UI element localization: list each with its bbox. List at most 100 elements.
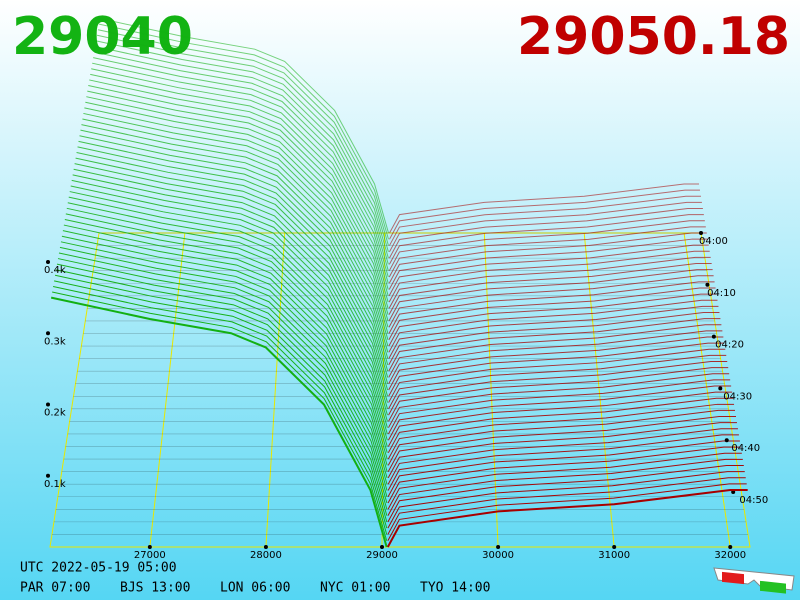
depth-history bbox=[388, 250, 710, 303]
depth-history bbox=[387, 458, 743, 516]
depth-history bbox=[94, 51, 389, 271]
depth-history bbox=[88, 85, 389, 309]
zone-time: TYO 14:00 bbox=[420, 581, 490, 596]
tick-mark bbox=[263, 545, 268, 549]
depth-history bbox=[95, 45, 389, 265]
depth-history bbox=[78, 140, 389, 372]
y-tick-mark bbox=[46, 402, 50, 407]
depth-history bbox=[389, 183, 700, 234]
depth-history bbox=[389, 189, 700, 240]
depth-history bbox=[73, 168, 388, 403]
x-tick-label: 27000 bbox=[134, 550, 166, 561]
depth-history bbox=[66, 207, 388, 447]
depth-history bbox=[53, 285, 388, 535]
depth-history bbox=[87, 90, 389, 315]
depth-history bbox=[76, 152, 389, 384]
depth-history bbox=[86, 96, 389, 322]
depth-history bbox=[388, 348, 726, 403]
depth-history bbox=[53, 280, 388, 529]
depth-history bbox=[96, 34, 389, 252]
depth-history bbox=[387, 428, 738, 485]
depth-history bbox=[388, 342, 725, 397]
ask-price: 29050.18 bbox=[517, 7, 790, 67]
depth-history bbox=[387, 397, 734, 454]
depth-history bbox=[82, 118, 389, 347]
tick-mark bbox=[147, 545, 152, 549]
depth-history bbox=[387, 471, 745, 529]
y-tick-label: 0.4k bbox=[44, 265, 66, 276]
zone-time: PAR 07:00 bbox=[20, 581, 90, 596]
depth-history bbox=[63, 224, 388, 466]
depth-history bbox=[387, 391, 733, 447]
grid-line bbox=[583, 232, 615, 548]
time-tick-mark bbox=[731, 490, 736, 495]
x-tick-label: 29000 bbox=[366, 550, 398, 561]
depth-history bbox=[83, 112, 389, 340]
depth-history bbox=[52, 291, 388, 541]
depth-history bbox=[388, 299, 718, 353]
depth-history bbox=[387, 483, 747, 541]
depth-history bbox=[388, 312, 720, 366]
depth-history bbox=[388, 373, 730, 428]
depth-history bbox=[387, 465, 744, 523]
depth-history bbox=[388, 263, 712, 315]
tick-mark bbox=[380, 545, 385, 549]
depth-history bbox=[99, 18, 389, 234]
depth-history bbox=[388, 305, 719, 359]
depth-history bbox=[388, 207, 703, 259]
grid-line bbox=[265, 232, 286, 548]
depth-history bbox=[388, 214, 704, 265]
time-zones: PAR 07:00 BJS 13:00 LON 06:00 NYC 01:00 TYO … bbox=[20, 581, 490, 596]
depth-history bbox=[387, 416, 736, 472]
depth-history bbox=[388, 226, 706, 278]
depth-history bbox=[388, 232, 707, 284]
grid-line bbox=[149, 232, 186, 548]
depth-history bbox=[388, 336, 724, 391]
depth-history bbox=[387, 422, 737, 479]
depth-history bbox=[95, 40, 389, 259]
depth-history bbox=[387, 379, 731, 435]
depth-history bbox=[65, 213, 388, 453]
time-tick-label: 04:30 bbox=[723, 391, 752, 402]
depth-history bbox=[68, 196, 388, 435]
depth-history bbox=[85, 101, 389, 328]
depth-history bbox=[90, 73, 389, 296]
depth-history bbox=[389, 195, 701, 246]
depth-history bbox=[75, 157, 389, 391]
depth-line bbox=[386, 489, 748, 548]
depth-history bbox=[79, 135, 389, 366]
zone-time: NYC 01:00 bbox=[320, 581, 390, 596]
zone-time: LON 06:00 bbox=[220, 581, 290, 596]
depth-history bbox=[387, 446, 741, 504]
depth-history bbox=[388, 330, 723, 384]
y-tick-mark bbox=[46, 331, 50, 336]
tick-mark bbox=[728, 545, 733, 549]
depth-history bbox=[387, 385, 732, 441]
time-tick-mark bbox=[705, 282, 710, 287]
x-tick-label: 32000 bbox=[714, 550, 746, 561]
grid-line bbox=[683, 232, 731, 548]
depth-history bbox=[62, 230, 388, 472]
depth-history bbox=[71, 179, 388, 416]
time-tick-label: 04:10 bbox=[707, 288, 736, 299]
depth-history bbox=[388, 287, 716, 340]
time-tick-mark bbox=[718, 386, 723, 391]
time-tick-label: 04:20 bbox=[715, 340, 744, 351]
tick-mark bbox=[496, 545, 501, 549]
depth-history bbox=[388, 269, 713, 322]
utc-time: UTC 2022-05-19 05:00 bbox=[20, 561, 177, 576]
time-tick-label: 04:40 bbox=[731, 443, 760, 454]
3d-glasses-icon bbox=[713, 567, 795, 594]
time-tick-mark bbox=[724, 438, 729, 443]
depth-history bbox=[72, 174, 388, 409]
depth-history bbox=[388, 354, 727, 410]
depth-history bbox=[387, 409, 736, 466]
depth-history bbox=[388, 318, 721, 372]
depth-history bbox=[55, 269, 388, 516]
depth-history bbox=[69, 191, 388, 428]
depth-history bbox=[58, 252, 388, 497]
depth-history bbox=[388, 293, 717, 347]
depth-history bbox=[388, 244, 709, 297]
depth-history bbox=[59, 246, 388, 491]
depth-history bbox=[388, 281, 715, 334]
